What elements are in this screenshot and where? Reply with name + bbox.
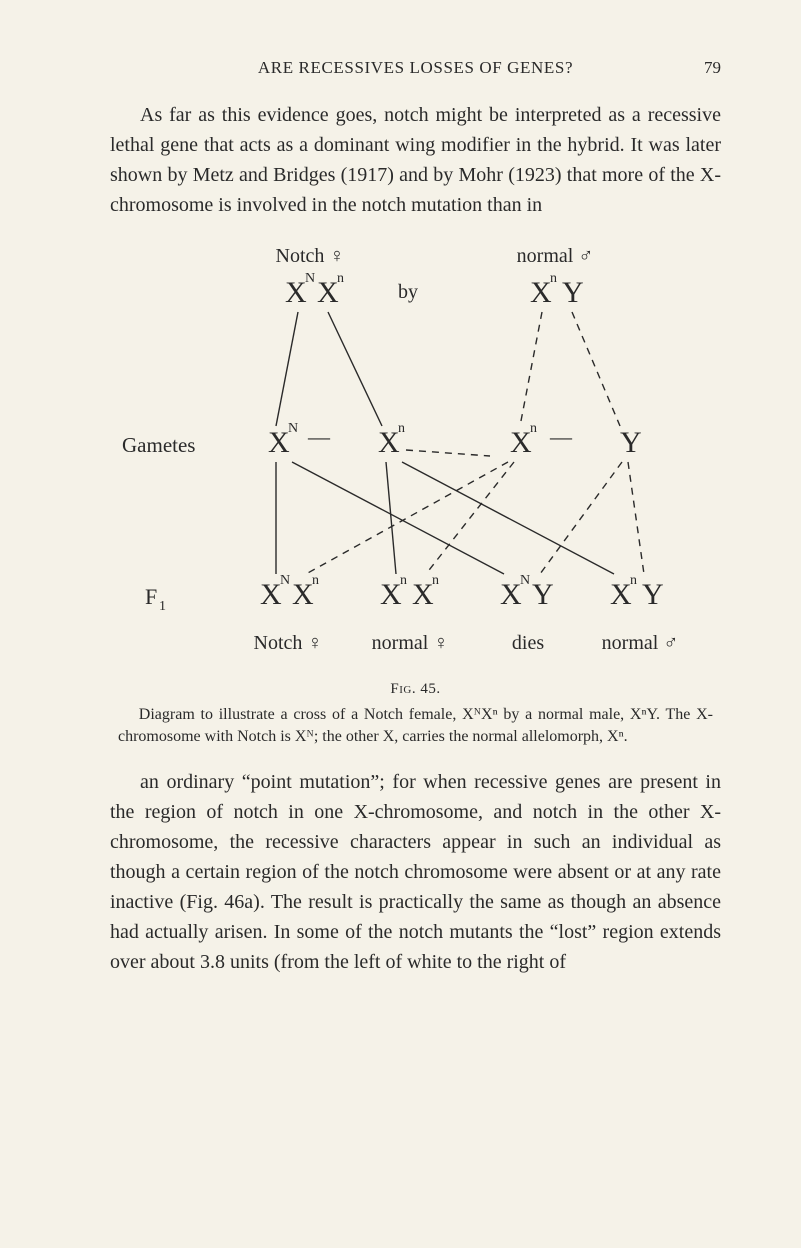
svg-text:Y: Y xyxy=(562,276,584,309)
svg-text:n: n xyxy=(550,271,557,286)
svg-text:N: N xyxy=(288,421,298,436)
svg-text:n: n xyxy=(630,573,637,588)
svg-text:by: by xyxy=(398,281,418,303)
running-title: ARE RECESSIVES LOSSES OF GENES? xyxy=(258,58,573,77)
svg-text:Gametes: Gametes xyxy=(122,433,195,457)
svg-text:X: X xyxy=(510,426,532,459)
svg-text:—: — xyxy=(549,424,573,449)
svg-text:Y: Y xyxy=(642,578,664,611)
svg-text:—: — xyxy=(307,424,331,449)
running-head: ARE RECESSIVES LOSSES OF GENES? 79 xyxy=(110,58,721,78)
svg-text:Notch ♀: Notch ♀ xyxy=(276,245,345,267)
svg-text:n: n xyxy=(400,573,407,588)
svg-text:X: X xyxy=(285,276,307,309)
svg-text:X: X xyxy=(378,426,400,459)
svg-text:N: N xyxy=(305,271,315,286)
svg-text:Notch ♀: Notch ♀ xyxy=(254,632,323,654)
svg-text:X: X xyxy=(610,578,632,611)
svg-text:N: N xyxy=(520,573,530,588)
svg-text:X: X xyxy=(292,578,314,611)
svg-text:X: X xyxy=(412,578,434,611)
svg-text:n: n xyxy=(432,573,439,588)
svg-text:Y: Y xyxy=(532,578,554,611)
page: ARE RECESSIVES LOSSES OF GENES? 79 As fa… xyxy=(0,0,801,1248)
svg-text:dies: dies xyxy=(512,632,544,654)
svg-text:X: X xyxy=(380,578,402,611)
svg-text:X: X xyxy=(500,578,522,611)
figure-caption: Diagram to illustrate a cross of a Notch… xyxy=(118,704,713,749)
svg-text:n: n xyxy=(530,421,537,436)
paragraph-1: As far as this evidence goes, notch migh… xyxy=(110,100,721,220)
cross-diagram-svg: Notch ♀normal ♂XNXnbyXnYGametesXN—XnXn—Y… xyxy=(110,234,710,664)
svg-text:X: X xyxy=(317,276,339,309)
svg-text:n: n xyxy=(312,573,319,588)
diagram-fig45: Notch ♀normal ♂XNXnbyXnYGametesXN—XnXn—Y… xyxy=(110,234,721,669)
svg-text:n: n xyxy=(337,271,344,286)
svg-text:F: F xyxy=(145,584,157,609)
svg-text:normal ♂: normal ♂ xyxy=(602,632,679,654)
svg-text:1: 1 xyxy=(159,599,166,614)
svg-text:X: X xyxy=(260,578,282,611)
figure-label: Fig. 45. xyxy=(110,681,721,698)
svg-text:X: X xyxy=(268,426,290,459)
svg-text:N: N xyxy=(280,573,290,588)
svg-text:normal ♂: normal ♂ xyxy=(517,245,594,267)
svg-text:normal ♀: normal ♀ xyxy=(372,632,449,654)
svg-text:X: X xyxy=(530,276,552,309)
svg-text:Y: Y xyxy=(620,426,642,459)
paragraph-2: an ordinary “point mutation”; for when r… xyxy=(110,767,721,977)
page-number: 79 xyxy=(704,58,721,78)
svg-text:n: n xyxy=(398,421,405,436)
